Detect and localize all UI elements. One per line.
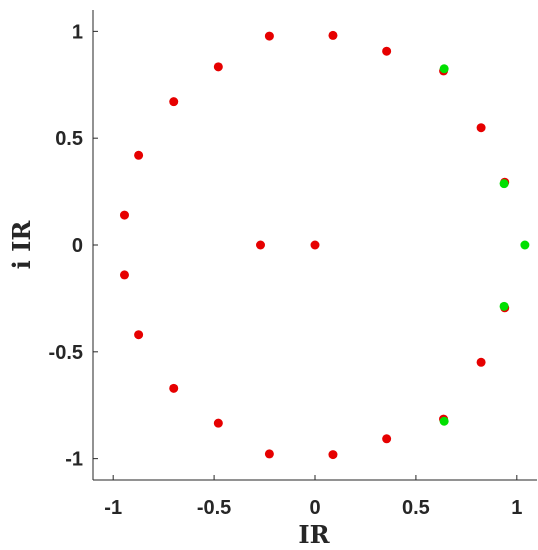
red-data-point <box>213 418 223 428</box>
x-axis-label: IR <box>298 520 330 549</box>
y-tick-label: -1 <box>65 449 83 471</box>
red-data-point <box>169 383 179 393</box>
y-axis-label: i IR <box>7 220 36 270</box>
red-data-point <box>119 270 129 280</box>
red-data-point <box>134 150 144 160</box>
y-tick-label: 0.5 <box>55 128 83 150</box>
y-tick-label: 0 <box>72 235 83 257</box>
red-data-point <box>264 449 274 459</box>
red-data-point <box>382 46 392 56</box>
x-tick-label: 1 <box>511 497 522 519</box>
green-data-point <box>439 416 449 426</box>
green-data-point <box>439 64 449 74</box>
x-tick-label: 0.5 <box>402 497 430 519</box>
y-tick-label: -0.5 <box>49 342 83 364</box>
green-data-point <box>520 240 530 250</box>
red-data-point <box>476 123 486 133</box>
red-data-point <box>169 97 179 107</box>
red-data-point <box>134 330 144 340</box>
x-tick-label: -1 <box>104 497 122 519</box>
red-data-point <box>382 434 392 444</box>
y-tick-label: 1 <box>72 21 83 43</box>
tick-marks <box>93 30 518 480</box>
red-data-point <box>213 62 223 72</box>
red-data-point <box>264 31 274 41</box>
red-data-point <box>328 450 338 460</box>
red-data-point <box>119 210 129 220</box>
green-data-point <box>499 179 509 189</box>
tick-labels: -1 -0.5 0 0.5 1 1 0.5 0 -0.5 -1 <box>49 21 523 519</box>
data-points <box>119 30 530 460</box>
green-data-point <box>499 301 509 311</box>
red-data-point <box>476 357 486 367</box>
red-data-point <box>328 30 338 40</box>
red-data-point <box>256 240 266 250</box>
red-data-point <box>310 240 320 250</box>
x-tick-label: -0.5 <box>197 497 231 519</box>
x-tick-label: 0 <box>309 497 320 519</box>
